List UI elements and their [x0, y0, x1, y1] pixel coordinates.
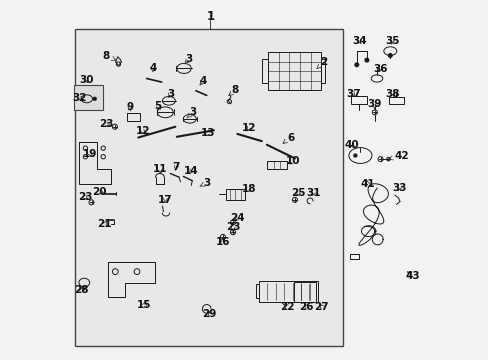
Bar	[321, 59, 324, 83]
Text: 3: 3	[186, 107, 197, 118]
Text: 29: 29	[202, 309, 216, 319]
Text: 13: 13	[200, 128, 215, 138]
Bar	[349, 254, 358, 259]
Text: 4: 4	[149, 63, 156, 73]
Text: 41: 41	[360, 179, 374, 189]
Text: 8: 8	[102, 51, 116, 61]
Text: 37: 37	[345, 89, 360, 99]
Circle shape	[365, 58, 368, 62]
Text: 26: 26	[299, 302, 313, 312]
Bar	[256, 284, 258, 298]
Text: 21: 21	[98, 219, 112, 229]
Text: 14: 14	[183, 166, 198, 176]
Text: 30: 30	[79, 75, 93, 85]
Text: 3: 3	[184, 54, 192, 64]
Text: 25: 25	[291, 188, 305, 198]
Text: 33: 33	[391, 183, 406, 193]
Bar	[294, 282, 315, 302]
Text: 23: 23	[99, 119, 113, 129]
Text: 6: 6	[283, 132, 294, 144]
Text: 32: 32	[72, 93, 87, 103]
Text: 9: 9	[126, 102, 133, 112]
Bar	[266, 161, 286, 169]
Text: 23: 23	[225, 222, 240, 232]
Text: 34: 34	[352, 36, 366, 46]
Text: 39: 39	[367, 99, 381, 109]
Text: 40: 40	[344, 140, 358, 150]
Circle shape	[387, 54, 391, 57]
Text: 17: 17	[158, 195, 172, 205]
Bar	[267, 52, 321, 90]
Text: 28: 28	[74, 285, 89, 295]
Text: 24: 24	[229, 213, 244, 223]
Circle shape	[93, 97, 96, 100]
Text: 16: 16	[215, 237, 230, 247]
Text: 12: 12	[136, 126, 150, 136]
Text: 31: 31	[306, 188, 320, 198]
Text: 38: 38	[385, 89, 399, 99]
Text: 11: 11	[152, 164, 167, 174]
Text: 19: 19	[83, 149, 98, 159]
Text: 43: 43	[405, 271, 419, 282]
Bar	[388, 97, 403, 104]
Text: 7: 7	[172, 162, 180, 172]
Text: 36: 36	[372, 64, 387, 74]
Bar	[75, 29, 343, 346]
Text: 42: 42	[388, 150, 408, 161]
Bar	[262, 59, 267, 83]
Circle shape	[353, 154, 356, 157]
Text: 27: 27	[314, 302, 328, 312]
Text: 3: 3	[167, 89, 174, 99]
Text: 18: 18	[241, 184, 256, 194]
Text: 15: 15	[137, 300, 151, 310]
Bar	[351, 96, 366, 104]
Text: 35: 35	[384, 36, 399, 46]
Bar	[225, 189, 245, 200]
Text: 2: 2	[316, 57, 326, 69]
Text: 8: 8	[228, 85, 239, 96]
Circle shape	[354, 63, 358, 67]
Text: 1: 1	[206, 10, 214, 23]
Bar	[126, 113, 140, 121]
Text: 12: 12	[241, 123, 256, 133]
Bar	[73, 85, 103, 110]
Text: 20: 20	[92, 186, 107, 197]
Text: 23: 23	[78, 192, 92, 202]
Text: 3: 3	[200, 178, 210, 188]
Text: 5: 5	[154, 101, 162, 111]
Text: 22: 22	[279, 302, 294, 312]
Text: 10: 10	[285, 156, 300, 166]
Bar	[258, 281, 318, 302]
Text: 4: 4	[199, 76, 206, 86]
